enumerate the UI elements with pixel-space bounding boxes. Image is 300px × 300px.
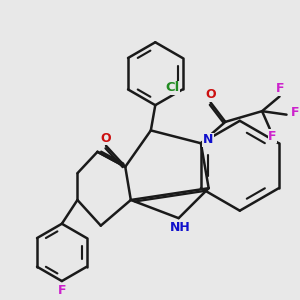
Text: NH: NH (170, 221, 191, 234)
Text: F: F (291, 106, 299, 119)
Text: F: F (276, 82, 284, 95)
Text: F: F (58, 284, 66, 297)
Text: N: N (203, 133, 213, 146)
Text: F: F (268, 130, 277, 143)
Text: O: O (101, 132, 111, 145)
Text: O: O (206, 88, 216, 101)
Text: Cl: Cl (165, 81, 179, 94)
